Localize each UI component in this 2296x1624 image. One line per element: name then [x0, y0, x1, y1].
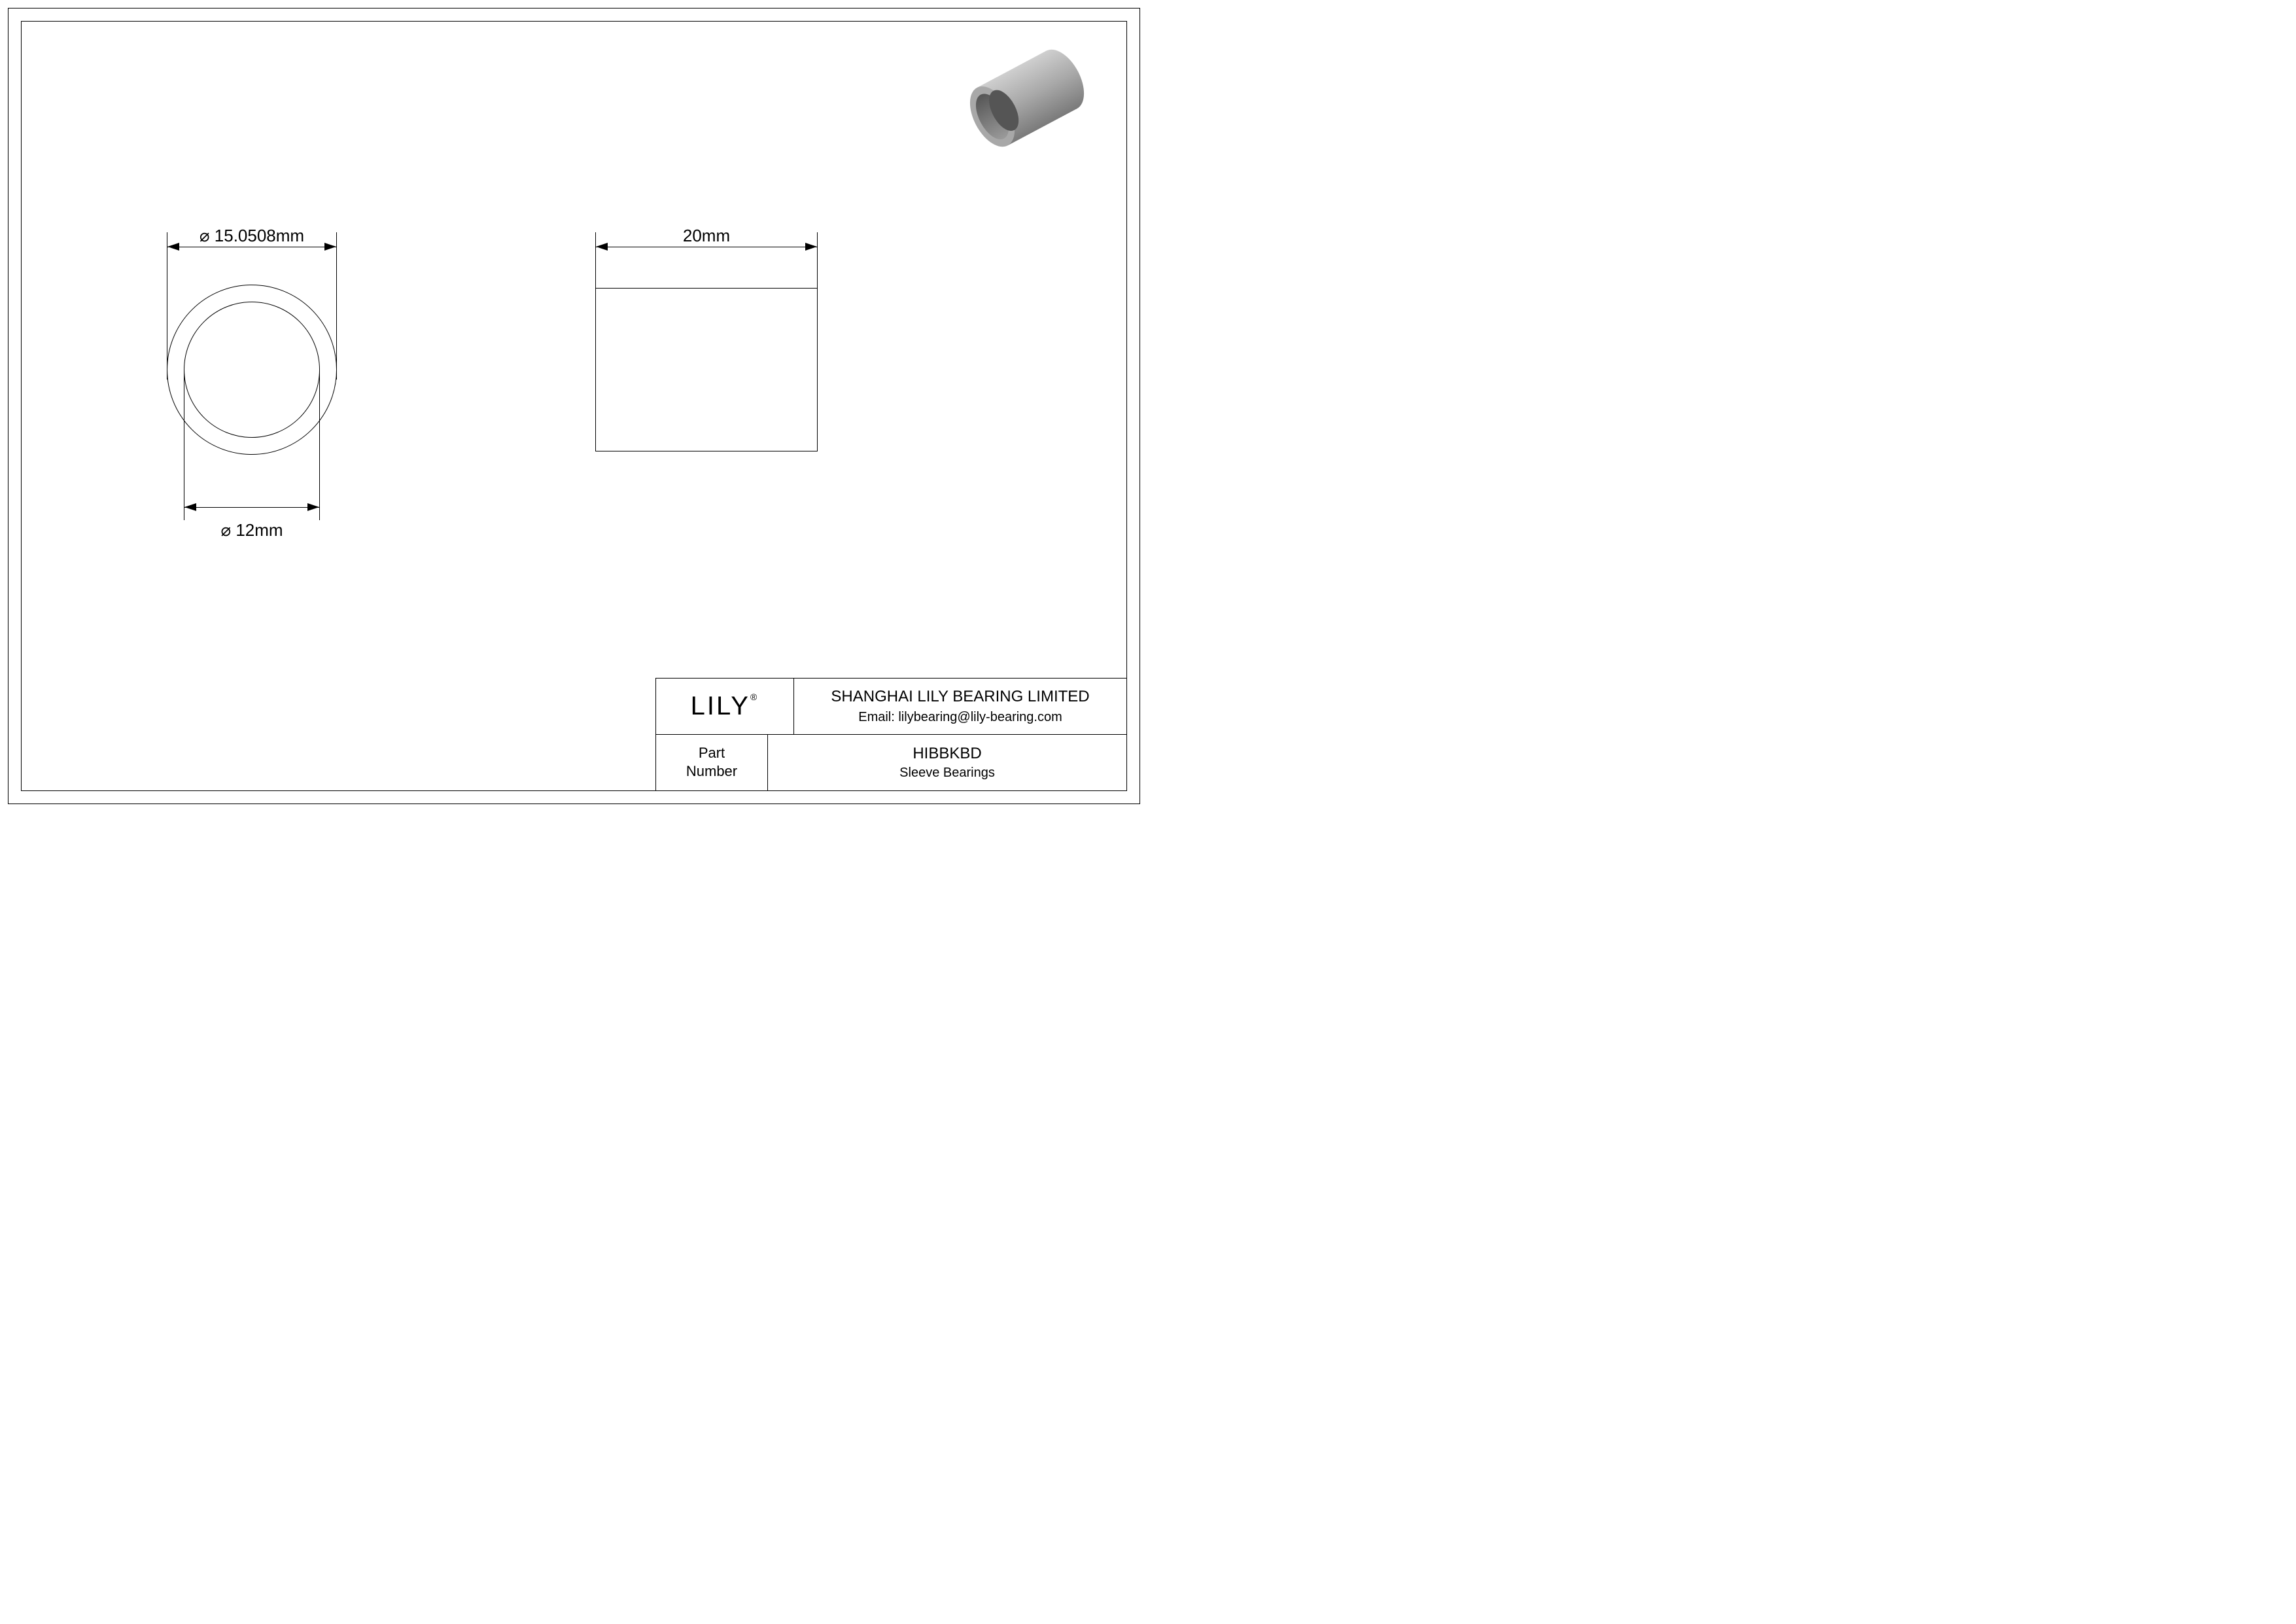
- registered-mark: ®: [750, 692, 759, 702]
- arrow-left-icon: [596, 243, 608, 251]
- drawing-page: ⌀ 15.0508mm ⌀ 12mm 20mm: [0, 0, 1148, 812]
- part-number-label-line: Number: [686, 762, 737, 781]
- company-info-cell: SHANGHAI LILY BEARING LIMITED Email: lil…: [794, 679, 1126, 734]
- title-block: LILY® SHANGHAI LILY BEARING LIMITED Emai…: [655, 678, 1126, 790]
- extension-line: [595, 232, 596, 288]
- part-number: HIBBKBD: [913, 745, 981, 763]
- arrow-left-icon: [167, 243, 179, 251]
- sleeve-bearing-icon: [952, 39, 1102, 157]
- company-email: Email: lilybearing@lily-bearing.com: [858, 710, 1062, 725]
- arrow-right-icon: [324, 243, 336, 251]
- outer-diameter-label: ⌀ 15.0508mm: [167, 226, 337, 246]
- company-name: SHANGHAI LILY BEARING LIMITED: [831, 688, 1089, 706]
- isometric-thumbnail: [952, 39, 1102, 157]
- part-number-label-cell: Part Number: [656, 735, 768, 790]
- title-block-row: LILY® SHANGHAI LILY BEARING LIMITED Emai…: [656, 679, 1126, 735]
- part-number-label-line: Part: [699, 744, 725, 763]
- dim-line: [184, 507, 320, 508]
- arrow-left-icon: [184, 503, 196, 511]
- front-view: [167, 285, 337, 455]
- arrow-right-icon: [307, 503, 319, 511]
- inner-diameter-circle: [184, 302, 320, 438]
- side-view-rect: [595, 288, 818, 451]
- logo-text: LILY: [691, 692, 750, 720]
- inner-diameter-label: ⌀ 12mm: [184, 520, 320, 540]
- arrow-right-icon: [805, 243, 817, 251]
- title-block-row: Part Number HIBBKBD Sleeve Bearings: [656, 735, 1126, 790]
- extension-line: [336, 232, 337, 380]
- part-number-cell: HIBBKBD Sleeve Bearings: [768, 735, 1126, 790]
- logo-cell: LILY®: [656, 679, 794, 734]
- part-description: Sleeve Bearings: [899, 766, 995, 781]
- extension-line: [319, 370, 320, 520]
- extension-line: [817, 232, 818, 288]
- length-label: 20mm: [595, 226, 818, 246]
